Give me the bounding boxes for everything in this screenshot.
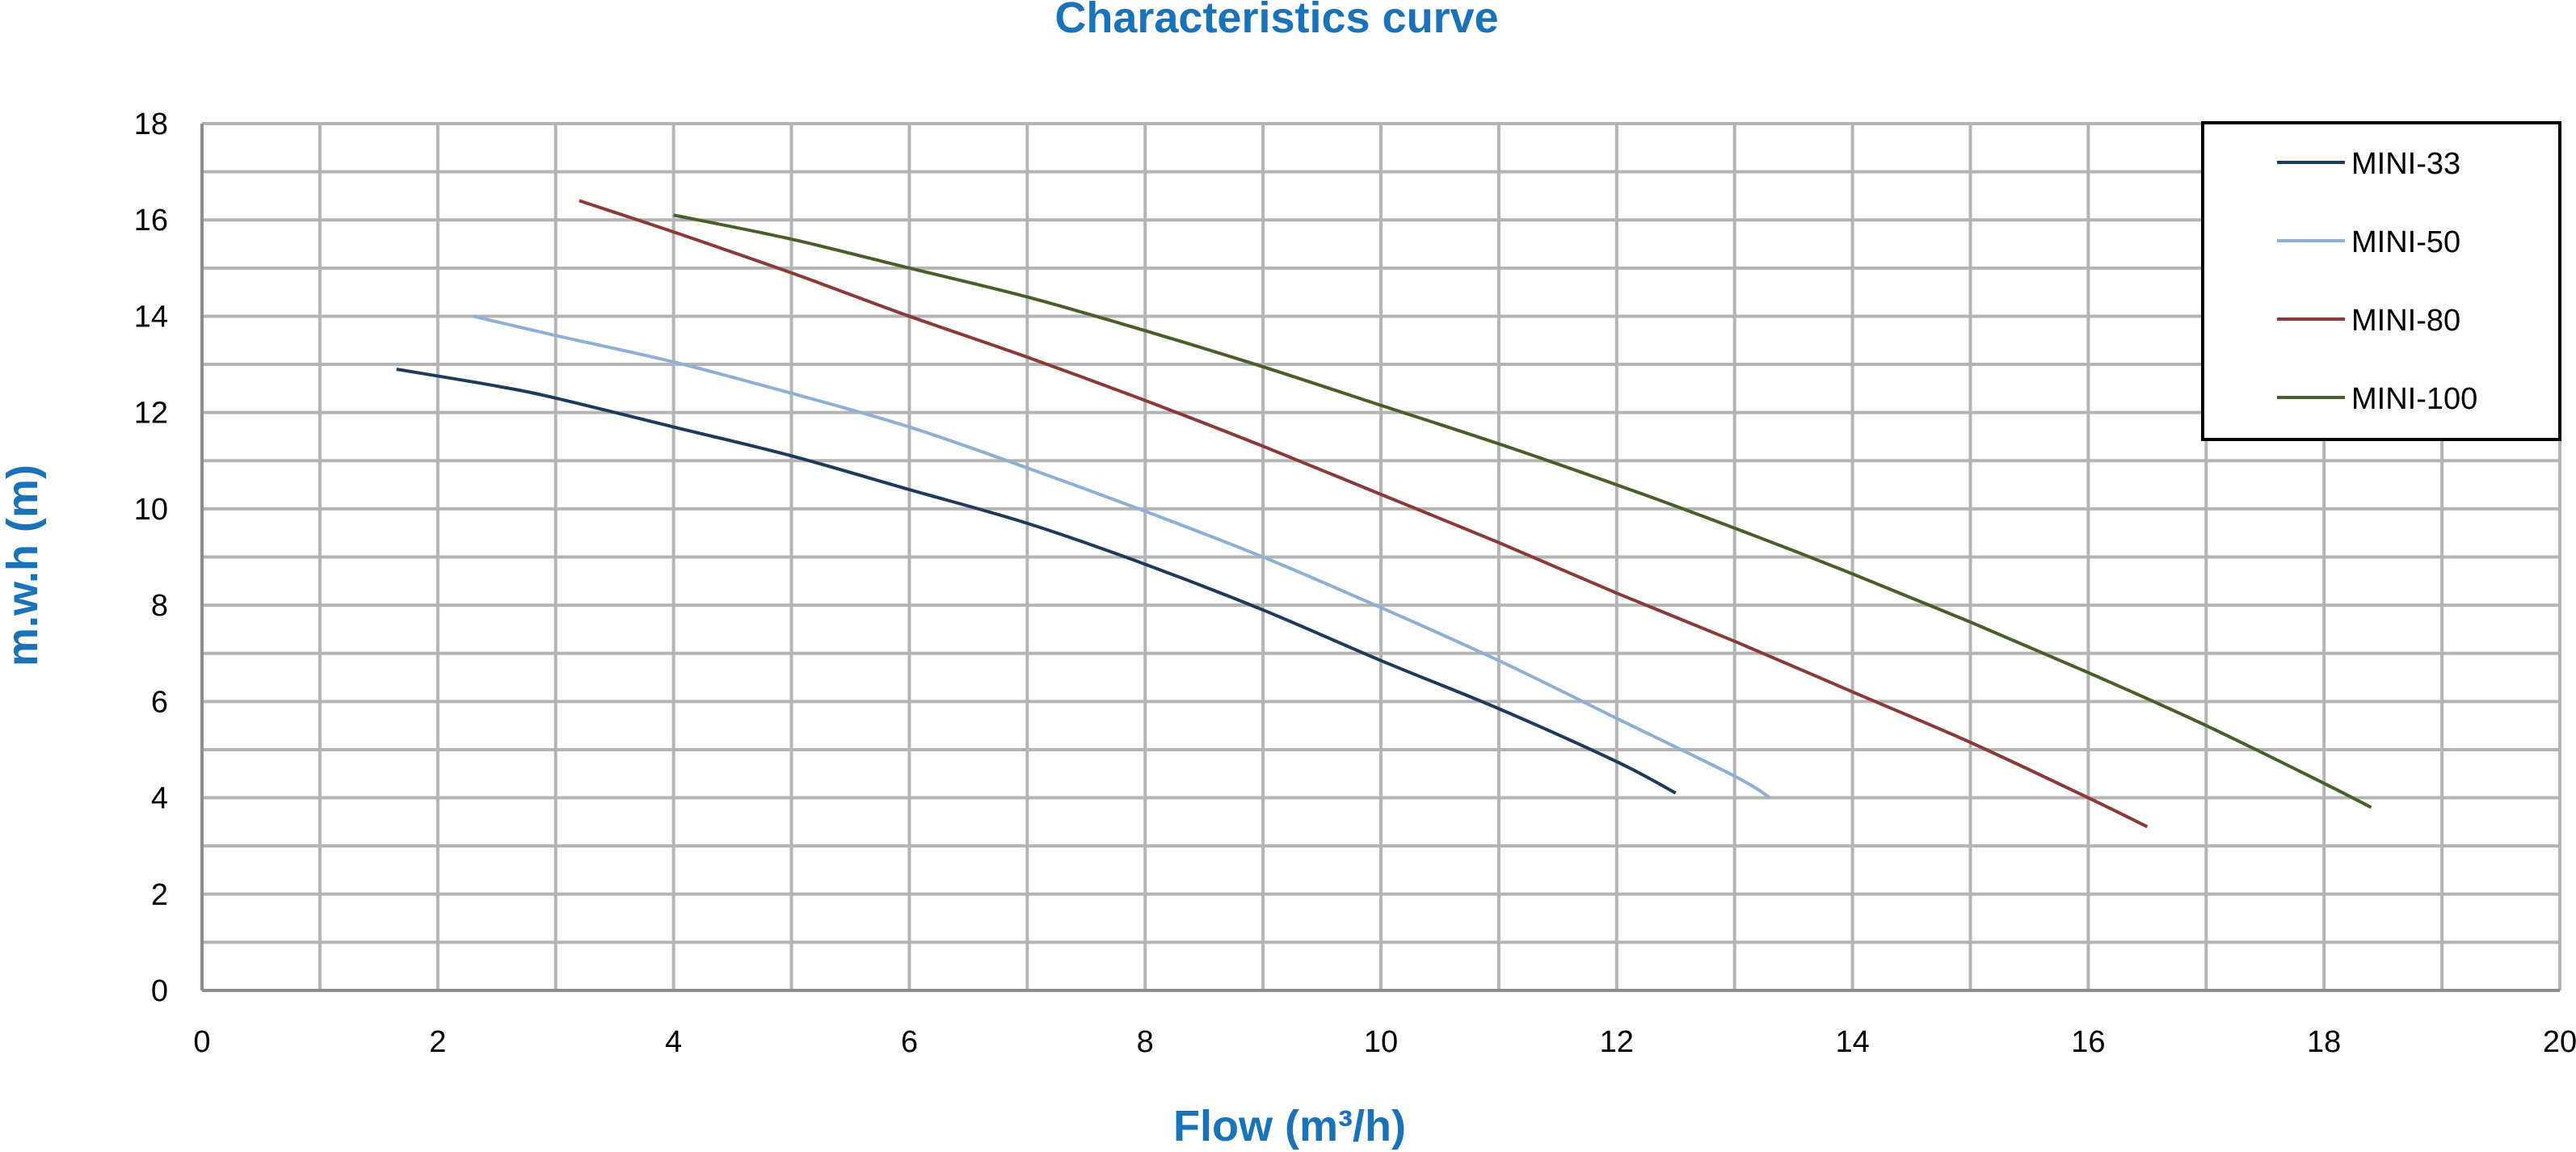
series-line-mini-100	[673, 213, 2372, 809]
x-tick-label: 18	[2307, 1025, 2341, 1059]
x-tick-label: 14	[1835, 1025, 1869, 1059]
legend-label-mini-100: MINI-100	[2351, 382, 2477, 416]
x-tick-label: 6	[901, 1025, 918, 1059]
y-tick-label: 14	[134, 300, 168, 334]
x-tick-label: 8	[1137, 1025, 1154, 1059]
x-tick-label: 20	[2543, 1025, 2576, 1059]
y-tick-label: 16	[134, 204, 168, 238]
axes	[200, 124, 2560, 992]
legend: MINI-33 MINI-50 MINI-80 MINI-100	[2201, 121, 2561, 441]
x-tick-label: 16	[2071, 1025, 2105, 1059]
x-axis-label: Flow (m³/h)	[1173, 1102, 1406, 1150]
series-line-mini-33	[396, 368, 1677, 795]
chart-title: Characteristics curve	[1054, 0, 1498, 42]
series-lines	[396, 199, 2372, 829]
series-line-mini-50	[473, 314, 1771, 800]
x-tick-label: 12	[1600, 1025, 1634, 1059]
x-tick-label: 10	[1364, 1025, 1398, 1059]
y-tick-label: 4	[151, 782, 168, 816]
y-tick-label: 18	[134, 107, 168, 141]
legend-label-mini-33: MINI-33	[2351, 147, 2460, 181]
x-tick-label: 0	[193, 1025, 210, 1059]
y-axis-label: m.w.h (m)	[0, 465, 47, 666]
x-tick-label: 4	[665, 1025, 682, 1059]
y-tick-label: 2	[151, 878, 168, 912]
y-tick-labels: 0 2 4 6 8 10 12 14 16 18	[134, 107, 168, 1008]
legend-label-mini-80: MINI-80	[2351, 304, 2460, 338]
series-line-mini-80	[579, 199, 2149, 829]
x-tick-labels: 0 2 4 6 8 10 12 14 16 18 20	[193, 1025, 2576, 1059]
legend-box	[2201, 121, 2561, 441]
y-tick-label: 6	[151, 685, 168, 719]
x-tick-label: 2	[429, 1025, 446, 1059]
y-tick-label: 8	[151, 589, 168, 623]
y-tick-label: 12	[134, 397, 168, 431]
legend-label-mini-50: MINI-50	[2351, 225, 2460, 259]
y-tick-label: 10	[134, 493, 168, 527]
y-tick-label: 0	[151, 974, 168, 1008]
